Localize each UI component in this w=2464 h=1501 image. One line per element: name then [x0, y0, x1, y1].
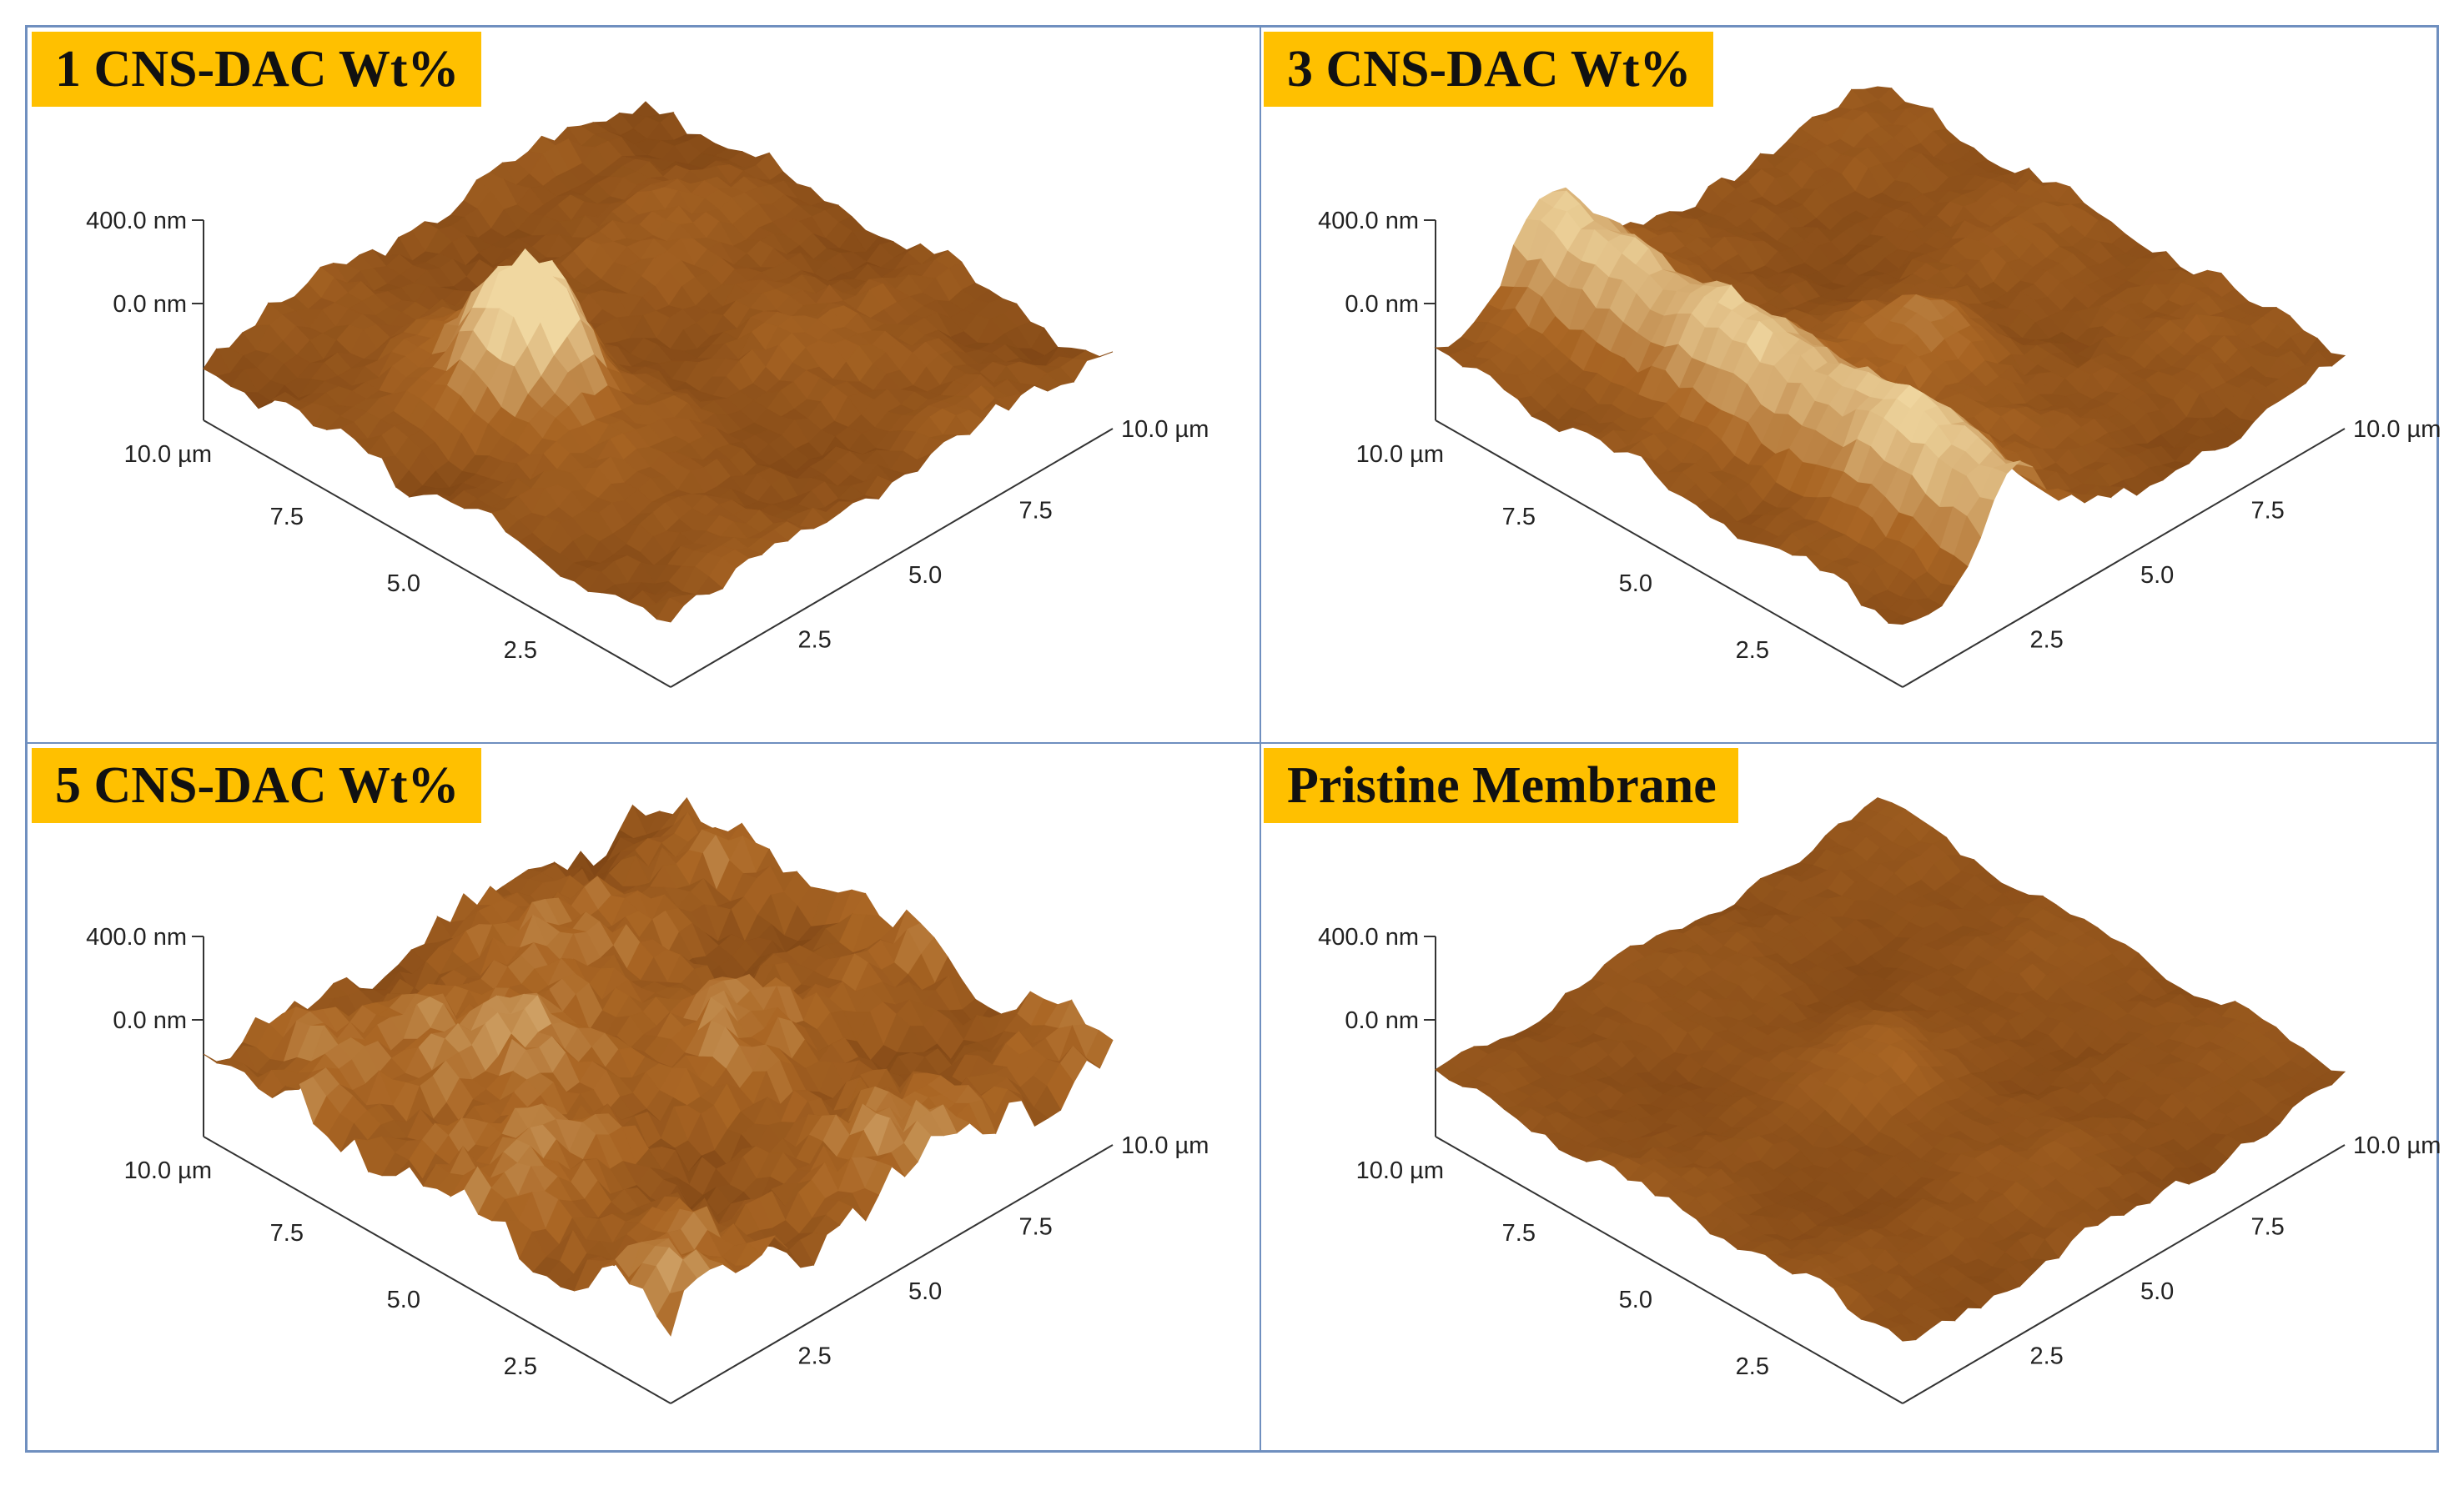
y-axis-tick-label: 5.0	[908, 1278, 942, 1305]
y-axis-max-label: 10.0 µm	[1121, 416, 1209, 443]
afm-3d-plot: 400.0 nm 0.0 nm 10.0 µm 7.5 5.0 2.5 10.0 µm 7.5…	[86, 796, 1209, 1404]
y-axis-tick-label: 7.5	[2251, 1214, 2285, 1241]
x-axis-max-label: 10.0 µm	[1356, 1157, 1444, 1184]
panel-title: 1 CNS-DAC Wt%	[32, 32, 481, 107]
x-axis-tick-label: 7.5	[270, 504, 304, 530]
afm-panel-1-cns-dac: 400.0 nm 0.0 nm 10.0 µm 7.5 5.0 2.5 10.0 µm 7.5…	[28, 28, 1229, 725]
x-axis-tick-label: 2.5	[504, 637, 537, 664]
afm-3d-plot: 400.0 nm 0.0 nm 10.0 µm 7.5 5.0 2.5 10.0 µm 7.5…	[1318, 797, 2441, 1404]
x-axis-tick-label: 5.0	[1619, 570, 1652, 597]
x-axis-tick-label: 5.0	[1619, 1287, 1652, 1313]
z-axis-top-label: 400.0 nm	[86, 208, 187, 234]
panel-title: 3 CNS-DAC Wt%	[1264, 32, 1713, 107]
x-axis-tick-label: 7.5	[270, 1220, 304, 1247]
surface-topography	[203, 101, 1114, 623]
z-axis-zero-label: 0.0 nm	[1345, 1007, 1419, 1034]
x-axis-tick-label: 5.0	[387, 1287, 420, 1313]
x-axis-tick-label: 2.5	[1736, 637, 1769, 664]
surface-topography	[203, 796, 1114, 1337]
y-axis-max-label: 10.0 µm	[1121, 1132, 1209, 1159]
y-axis-tick-label: 7.5	[2251, 498, 2285, 525]
z-axis-zero-label: 0.0 nm	[113, 291, 187, 318]
y-axis-tick-label: 2.5	[798, 627, 832, 654]
figure-frame	[25, 25, 2439, 1453]
y-axis-tick-label: 7.5	[1019, 1214, 1053, 1241]
y-axis-max-label: 10.0 µm	[2353, 416, 2441, 443]
panel-title: Pristine Membrane	[1264, 748, 1738, 823]
x-axis-tick-label: 2.5	[504, 1353, 537, 1380]
afm-panel-pristine: 400.0 nm 0.0 nm 10.0 µm 7.5 5.0 2.5 10.0 µm 7.5…	[1260, 745, 2461, 1441]
z-axis-top-label: 400.0 nm	[1318, 924, 1419, 951]
x-axis-max-label: 10.0 µm	[1356, 441, 1444, 468]
x-axis-max-label: 10.0 µm	[124, 441, 212, 468]
z-axis-zero-label: 0.0 nm	[113, 1007, 187, 1034]
y-axis-max-label: 10.0 µm	[2353, 1132, 2441, 1159]
x-axis-tick-label: 7.5	[1502, 504, 1536, 530]
surface-topography	[1435, 797, 2346, 1342]
x-axis-tick-label: 7.5	[1502, 1220, 1536, 1247]
y-axis-tick-label: 5.0	[908, 562, 942, 589]
z-axis-top-label: 400.0 nm	[1318, 208, 1419, 234]
y-axis-tick-label: 2.5	[2030, 1343, 2064, 1370]
y-axis-tick-label: 5.0	[2140, 562, 2174, 589]
x-axis-max-label: 10.0 µm	[124, 1157, 212, 1184]
x-axis-tick-label: 2.5	[1736, 1353, 1769, 1380]
z-axis-top-label: 400.0 nm	[86, 924, 187, 951]
y-axis-tick-label: 2.5	[798, 1343, 832, 1370]
afm-panel-3-cns-dac: 400.0 nm 0.0 nm 10.0 µm 7.5 5.0 2.5 10.0 µm 7.5…	[1260, 28, 2461, 725]
panel-title: 5 CNS-DAC Wt%	[32, 748, 481, 823]
horizontal-divider	[28, 742, 2436, 744]
y-axis-tick-label: 5.0	[2140, 1278, 2174, 1305]
afm-3d-plot: 400.0 nm 0.0 nm 10.0 µm 7.5 5.0 2.5 10.0 µm 7.5…	[86, 101, 1209, 688]
afm-panel-5-cns-dac: 400.0 nm 0.0 nm 10.0 µm 7.5 5.0 2.5 10.0 µm 7.5…	[28, 745, 1229, 1441]
x-axis-tick-label: 5.0	[387, 570, 420, 597]
surface-topography	[1434, 86, 2346, 625]
vertical-divider	[1260, 28, 1261, 1450]
y-axis-tick-label: 2.5	[2030, 627, 2064, 654]
y-axis-tick-label: 7.5	[1019, 498, 1053, 525]
afm-3d-plot: 400.0 nm 0.0 nm 10.0 µm 7.5 5.0 2.5 10.0 µm 7.5…	[1318, 86, 2441, 688]
z-axis-zero-label: 0.0 nm	[1345, 291, 1419, 318]
